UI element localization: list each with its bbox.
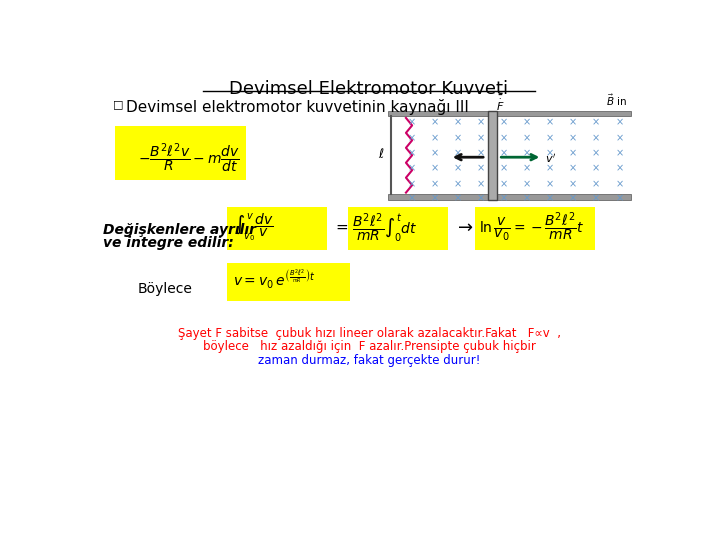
Text: ×: × bbox=[523, 193, 531, 203]
Text: ×: × bbox=[615, 148, 624, 158]
Text: Değişkenlere ayrılır: Değişkenlere ayrılır bbox=[104, 222, 256, 237]
Bar bbox=[388, 194, 631, 200]
Text: ×: × bbox=[615, 164, 624, 174]
Text: ×: × bbox=[523, 164, 531, 174]
Text: ×: × bbox=[431, 148, 438, 158]
Text: ×: × bbox=[454, 164, 462, 174]
Bar bbox=[227, 207, 327, 249]
Text: ×: × bbox=[523, 118, 531, 127]
Text: ×: × bbox=[454, 133, 462, 143]
Bar bbox=[487, 111, 497, 200]
Text: ×: × bbox=[408, 133, 415, 143]
Text: Devimsel elektromotor kuvvetinin kaynağı III: Devimsel elektromotor kuvvetinin kaynağı… bbox=[126, 99, 469, 116]
Text: ×: × bbox=[546, 148, 554, 158]
Text: ×: × bbox=[523, 179, 531, 189]
Text: ×: × bbox=[592, 164, 600, 174]
Text: $\vec{B}$ in: $\vec{B}$ in bbox=[606, 92, 627, 108]
Text: ×: × bbox=[546, 179, 554, 189]
Text: ×: × bbox=[500, 133, 508, 143]
Text: ×: × bbox=[454, 148, 462, 158]
Text: Böylece: Böylece bbox=[138, 282, 193, 296]
Text: ×: × bbox=[569, 179, 577, 189]
Text: ×: × bbox=[523, 148, 531, 158]
Text: ×: × bbox=[615, 118, 624, 127]
Text: ×: × bbox=[454, 179, 462, 189]
Bar bbox=[388, 111, 631, 117]
Text: ×: × bbox=[569, 148, 577, 158]
Text: -: - bbox=[498, 89, 503, 103]
Text: ×: × bbox=[546, 164, 554, 174]
Text: $\rightarrow$: $\rightarrow$ bbox=[454, 218, 474, 235]
Text: $\ell$: $\ell$ bbox=[378, 147, 384, 161]
Text: Devimsel Elektromotor Kuvveti: Devimsel Elektromotor Kuvveti bbox=[230, 80, 508, 98]
Text: ×: × bbox=[500, 148, 508, 158]
Text: ×: × bbox=[592, 148, 600, 158]
Text: ×: × bbox=[477, 164, 485, 174]
Bar bbox=[115, 126, 246, 180]
Text: □: □ bbox=[113, 99, 124, 110]
Text: ×: × bbox=[569, 133, 577, 143]
Text: ×: × bbox=[454, 118, 462, 127]
Text: ×: × bbox=[477, 148, 485, 158]
Text: $\dfrac{B^2\ell^2}{mR}\int_0^t dt$: $\dfrac{B^2\ell^2}{mR}\int_0^t dt$ bbox=[352, 211, 417, 245]
Text: ×: × bbox=[546, 118, 554, 127]
Text: ×: × bbox=[477, 118, 485, 127]
Text: ×: × bbox=[431, 118, 438, 127]
Text: zaman durmaz, fakat gerçekte durur!: zaman durmaz, fakat gerçekte durur! bbox=[258, 354, 480, 367]
Text: ×: × bbox=[477, 133, 485, 143]
Text: ×: × bbox=[500, 179, 508, 189]
Text: ×: × bbox=[477, 193, 485, 203]
Text: ×: × bbox=[408, 179, 415, 189]
Text: ×: × bbox=[523, 133, 531, 143]
Text: ×: × bbox=[500, 193, 508, 203]
Text: ×: × bbox=[569, 164, 577, 174]
Text: ×: × bbox=[408, 118, 415, 127]
Text: ×: × bbox=[615, 133, 624, 143]
Text: ×: × bbox=[592, 193, 600, 203]
Text: $=$: $=$ bbox=[333, 219, 349, 234]
Text: ×: × bbox=[477, 179, 485, 189]
Text: ×: × bbox=[592, 133, 600, 143]
Text: $\dot{F}$: $\dot{F}$ bbox=[496, 97, 505, 112]
Text: ×: × bbox=[408, 193, 415, 203]
Text: ×: × bbox=[615, 179, 624, 189]
Text: ×: × bbox=[569, 118, 577, 127]
Text: $-\dfrac{B^2\ell^2 v}{R} - m\dfrac{dv}{dt}$: $-\dfrac{B^2\ell^2 v}{R} - m\dfrac{dv}{d… bbox=[138, 141, 240, 176]
Text: ×: × bbox=[546, 193, 554, 203]
Text: ×: × bbox=[408, 148, 415, 158]
Text: ×: × bbox=[569, 193, 577, 203]
Text: ×: × bbox=[500, 118, 508, 127]
Text: ×: × bbox=[592, 118, 600, 127]
Text: $\ln\dfrac{v}{v_0} = -\dfrac{B^2\ell^2}{mR}t$: $\ln\dfrac{v}{v_0} = -\dfrac{B^2\ell^2}{… bbox=[479, 211, 585, 245]
Bar bbox=[348, 207, 449, 249]
Text: ×: × bbox=[431, 133, 438, 143]
Text: $v = v_0\,e^{\left(\frac{B^2\ell^2}{_{mR}}\right)t}$: $v = v_0\,e^{\left(\frac{B^2\ell^2}{_{mR… bbox=[233, 267, 315, 291]
Text: ×: × bbox=[454, 193, 462, 203]
Text: ×: × bbox=[431, 164, 438, 174]
Text: Şayet F sabitse  çubuk hızı lineer olarak azalacaktır.Fakat   F∝v  ,: Şayet F sabitse çubuk hızı lineer olarak… bbox=[178, 327, 560, 340]
Text: ×: × bbox=[500, 164, 508, 174]
Text: ×: × bbox=[408, 164, 415, 174]
Text: $v'$: $v'$ bbox=[544, 152, 556, 165]
Text: $\int_{v_0}^{v}\dfrac{dv}{v}$: $\int_{v_0}^{v}\dfrac{dv}{v}$ bbox=[234, 211, 274, 243]
Bar bbox=[227, 262, 350, 301]
Bar bbox=[475, 207, 595, 249]
Text: ×: × bbox=[431, 179, 438, 189]
Text: ×: × bbox=[546, 133, 554, 143]
Text: ×: × bbox=[431, 193, 438, 203]
Text: ×: × bbox=[615, 193, 624, 203]
Text: ×: × bbox=[592, 179, 600, 189]
Text: böylece   hız azaldığı için  F azalır.Prensipte çubuk hiçbir: böylece hız azaldığı için F azalır.Prens… bbox=[202, 340, 536, 354]
Text: ve integre edilir:: ve integre edilir: bbox=[104, 236, 234, 249]
